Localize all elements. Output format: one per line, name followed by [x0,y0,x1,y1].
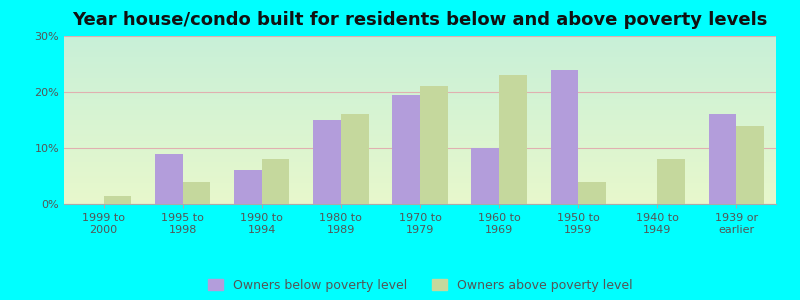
Bar [658,159,685,204]
Bar [499,75,526,204]
Bar [182,182,210,204]
Bar [578,182,606,204]
Bar [709,114,737,204]
Legend: Owners below poverty level, Owners above poverty level: Owners below poverty level, Owners above… [202,274,638,297]
Bar [103,196,131,204]
Bar [234,170,262,204]
Bar [550,70,578,204]
Title: Year house/condo built for residents below and above poverty levels: Year house/condo built for residents bel… [72,11,768,29]
Bar [737,126,764,204]
Bar [471,148,499,204]
Bar [262,159,290,204]
Bar [155,154,182,204]
Bar [314,120,341,204]
Bar [341,114,369,204]
Bar [392,95,420,204]
Bar [420,86,448,204]
